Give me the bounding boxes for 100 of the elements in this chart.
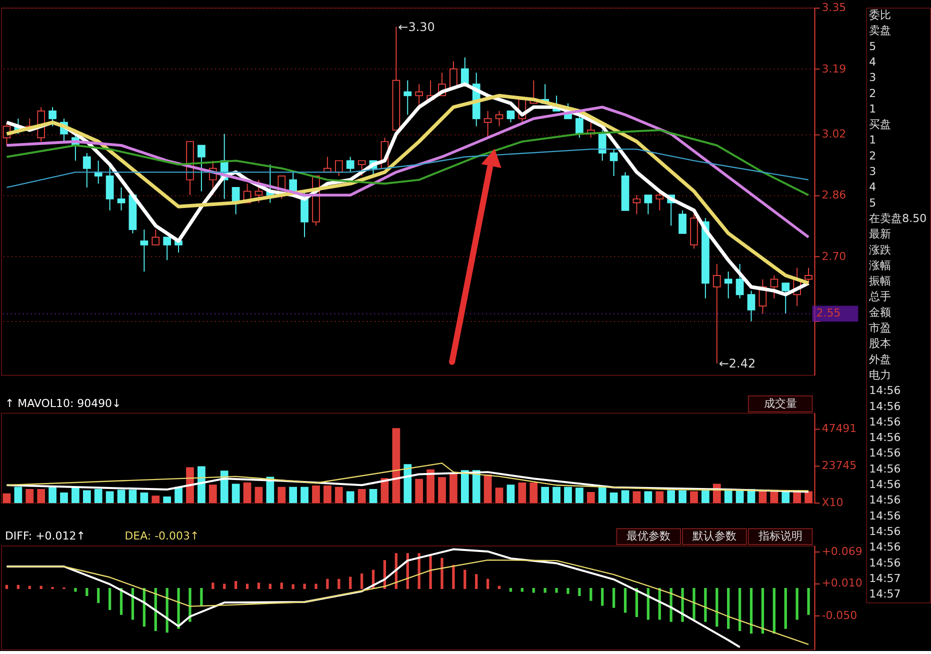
bar [404,464,412,504]
y-tick-label: 47491 [822,422,857,436]
bar [495,488,504,504]
bar [152,496,160,504]
line-series [5,106,810,239]
bar [484,474,492,504]
bar [621,490,630,504]
text: 股本 [869,337,892,350]
text: DEA: -0.003↑ [124,530,200,543]
bar [278,486,286,504]
bar [94,489,102,504]
text: 1 [869,102,876,116]
text: 默认参数 [691,530,736,543]
text: 电力 [869,368,892,382]
bar [208,484,217,504]
text: 3 [869,71,876,84]
candlestick [346,156,354,173]
bar [163,496,172,504]
text: 14:56 [869,384,901,398]
line-series [6,148,810,188]
candlestick [656,190,664,211]
text: 5 [869,40,876,53]
text: 14:56 [869,478,901,492]
text: 金额 [869,306,892,319]
text: 14:56 [869,540,901,554]
y-tick-label: +0.010 [822,576,862,590]
bar [644,491,652,504]
candlestick [770,274,778,299]
bar [518,482,526,504]
bar [736,490,744,504]
text: ↑ MAVOL10: 90490↓ [4,396,122,410]
text: 14:56 [869,415,901,428]
text: 外盘 [869,352,892,366]
bar [472,470,480,504]
bar [530,482,538,504]
text: 振幅 [869,274,892,288]
bar [656,491,664,504]
text: DIFF: +0.012↑ [4,530,86,543]
candlestick [804,267,812,284]
candlestick [736,263,744,299]
ref-line-label: 2.55 [816,306,841,320]
bar [724,490,732,504]
candlestick [358,160,366,176]
candlestick [198,144,206,192]
candlestick [724,271,732,299]
text: 14:56 [869,509,901,522]
bar [610,492,618,504]
text: 买盘 [869,118,892,132]
bar [678,490,686,504]
text: 14:57 [869,588,901,601]
bar [334,486,343,504]
bar [26,489,34,504]
y-tick-label: +0.069 [822,544,862,558]
bar [2,493,11,504]
text: 4 [869,180,876,194]
text: 委比 [869,8,892,22]
annotation: ←3.30 [398,20,435,34]
bar [60,492,68,504]
bar [541,486,550,504]
bar [576,488,584,504]
bar [450,474,458,504]
bar [48,486,56,504]
bar [324,485,332,504]
y-tick-label: 3.19 [822,62,846,76]
text: 14:56 [869,400,901,413]
text: 14:56 [869,524,901,538]
bar [14,486,22,504]
candlestick [334,160,343,176]
text: 卖盘 [869,24,892,38]
bar [667,490,676,504]
bar [598,486,606,504]
candlestick [404,80,412,116]
bar [804,491,812,504]
text: 14:56 [869,446,901,460]
bar [312,485,320,504]
text: 3 [869,165,876,178]
bar [254,486,263,504]
y-tick-label: 3.35 [822,1,846,14]
bar [793,491,802,504]
bar [369,489,378,504]
bar [243,482,252,504]
bar [289,486,298,504]
candlestick [598,130,606,162]
text: 市盈 [869,322,892,335]
candlestick [712,263,721,364]
text: 最新 [869,228,892,241]
bar [106,491,114,504]
text: 14:56 [869,494,901,507]
bar [632,491,641,504]
line-series [6,548,741,648]
candlestick [632,194,641,215]
bar [702,490,710,504]
candlestick [140,229,148,272]
bar [346,491,354,504]
candlestick [163,236,172,261]
bar [758,491,767,504]
bar [564,486,572,504]
bar [415,478,424,504]
y-tick-label: X10 [822,496,844,510]
bar [506,484,515,504]
